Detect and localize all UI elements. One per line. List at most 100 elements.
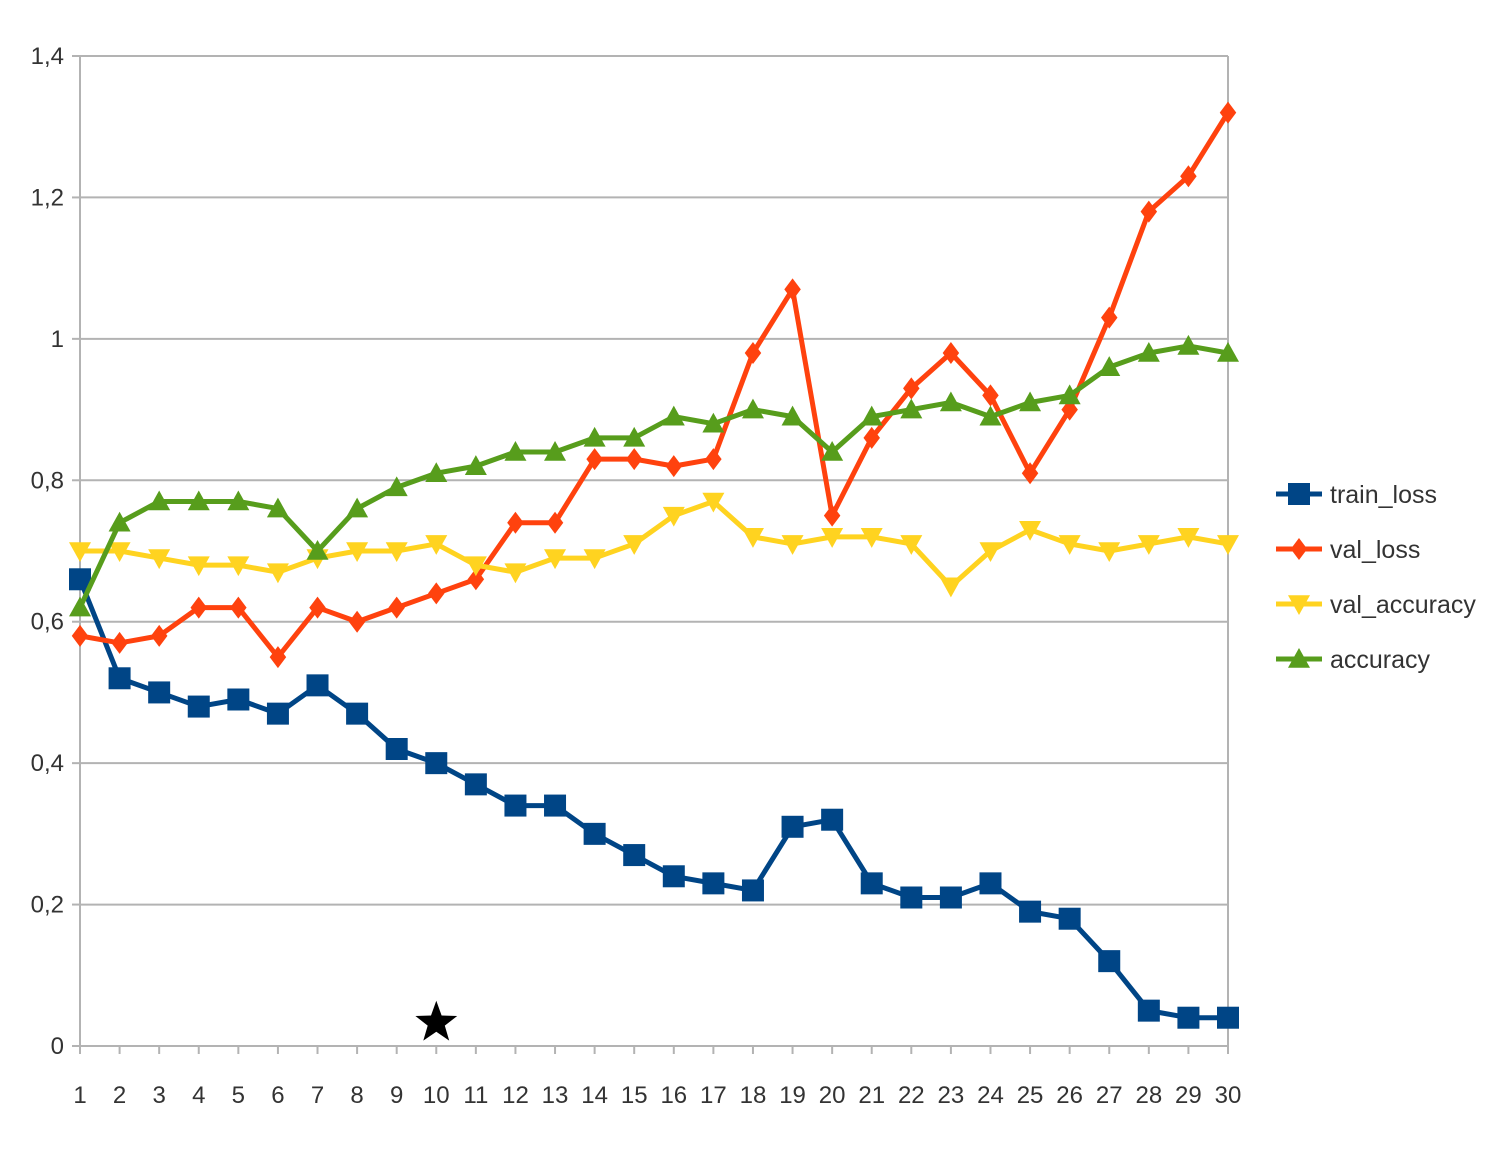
data-point [266,563,289,584]
data-point [108,667,131,690]
data-point [979,872,1002,895]
data-point [504,794,527,817]
x-tick-label: 1 [73,1082,86,1109]
data-point [69,596,91,617]
data-point [583,549,606,570]
data-point [942,342,960,364]
legend-label: val_loss [1330,536,1420,564]
legend-item-accuracy: accuracy [1276,646,1431,674]
x-tick-label: 10 [423,1082,450,1109]
x-tick-label: 4 [192,1082,205,1109]
data-point [464,455,487,475]
data-point [1021,462,1039,485]
data-point [1100,306,1118,329]
data-point [504,563,527,584]
data-point [860,528,883,548]
data-point [1180,165,1197,188]
x-tick-label: 13 [542,1082,569,1109]
y-tick-label: 0,6 [31,609,64,636]
data-point [583,426,606,447]
series-accuracy [69,334,1239,617]
x-tick-label: 12 [502,1082,529,1109]
x-tick-label: 30 [1215,1082,1242,1109]
series-line-train-loss [77,578,1228,1021]
x-tick-label: 8 [350,1082,363,1109]
data-point [230,596,247,619]
data-point [546,511,564,534]
data-point [1217,1006,1239,1029]
legend-marker [1288,648,1310,668]
data-point [1137,342,1160,362]
x-tick-label: 20 [819,1082,846,1109]
data-point [1217,342,1239,362]
data-point [187,556,210,577]
data-point [662,405,685,426]
data-point [583,822,606,845]
data-point [625,448,643,471]
data-point [741,879,764,902]
data-point [705,448,722,471]
data-point [346,542,369,562]
x-tick-label: 28 [1135,1082,1162,1109]
data-point [544,549,567,570]
legend-label: accuracy [1330,646,1431,674]
data-point [979,405,1002,426]
x-tick-label: 5 [232,1082,245,1109]
data-point [662,865,685,888]
grid-lines [80,55,1228,1047]
series-val-loss [71,101,1237,669]
x-tick-label: 26 [1056,1082,1083,1109]
data-point [1019,391,1042,412]
data-point [821,808,844,831]
data-point [1019,900,1042,923]
data-point [903,377,920,400]
data-point [623,844,646,867]
data-point [781,405,804,426]
data-point [227,688,250,711]
data-point [388,596,405,619]
data-point [148,490,171,511]
legend: train_loss val_loss val_accuracy accuracy [1276,481,1476,674]
data-point [428,582,445,605]
data-point [111,631,128,654]
data-point [823,504,841,527]
data-point [148,549,171,570]
data-point [108,542,131,562]
y-tick-label: 0,2 [31,892,64,919]
data-point [309,596,326,619]
data-point [1137,999,1160,1022]
data-point [1137,535,1160,555]
data-point [1098,950,1121,973]
axes: 00,20,40,60,811,21,41 2 3 4 5 6 7 8 9 10 11 12 13 14 1… [31,43,1242,1109]
legend-item-val-accuracy: val_accuracy [1276,591,1476,619]
data-point [464,556,487,577]
data-point [269,646,287,669]
legend-label: train_loss [1330,481,1437,509]
data-point [784,278,801,301]
data-point [150,624,168,647]
x-tick-label: 24 [977,1082,1004,1109]
data-point [744,342,762,364]
data-point [227,490,250,511]
data-point [187,490,210,511]
data-point [979,542,1002,562]
x-tick-label: 3 [152,1082,165,1109]
x-tick-label: 14 [581,1082,608,1109]
data-point [1058,384,1081,405]
data-point [266,702,289,725]
x-tick-label: 18 [740,1082,767,1109]
data-point [939,391,962,412]
series-line-accuracy [77,343,1229,609]
data-point [306,674,329,697]
data-point [71,624,89,647]
x-tick-label: 7 [311,1082,324,1109]
data-point [939,886,962,909]
annotations [415,1000,458,1041]
data-point [425,535,448,555]
data-point [900,398,923,419]
y-tick-label: 0,8 [31,467,64,494]
data-point [662,506,685,527]
x-tick-label: 25 [1017,1082,1044,1109]
data-point [467,568,485,591]
